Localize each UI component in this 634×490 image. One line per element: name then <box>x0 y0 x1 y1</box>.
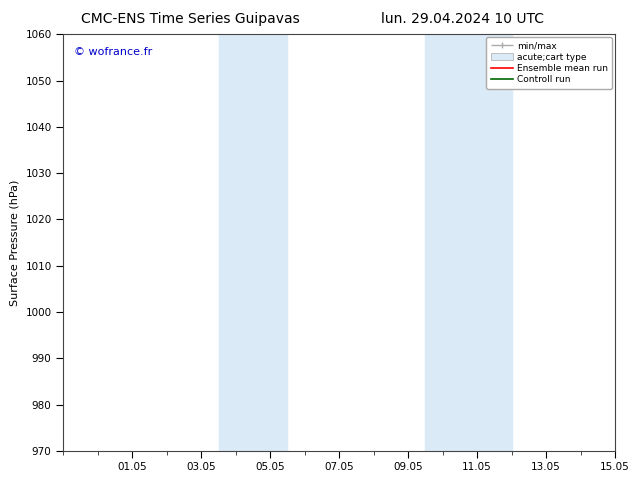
Legend: min/max, acute;cart type, Ensemble mean run, Controll run: min/max, acute;cart type, Ensemble mean … <box>486 37 612 89</box>
Y-axis label: Surface Pressure (hPa): Surface Pressure (hPa) <box>10 179 20 306</box>
Text: CMC-ENS Time Series Guipavas: CMC-ENS Time Series Guipavas <box>81 12 300 26</box>
Bar <box>425 34 512 451</box>
Text: © wofrance.fr: © wofrance.fr <box>74 47 153 57</box>
Bar <box>219 34 287 451</box>
Text: lun. 29.04.2024 10 UTC: lun. 29.04.2024 10 UTC <box>381 12 545 26</box>
